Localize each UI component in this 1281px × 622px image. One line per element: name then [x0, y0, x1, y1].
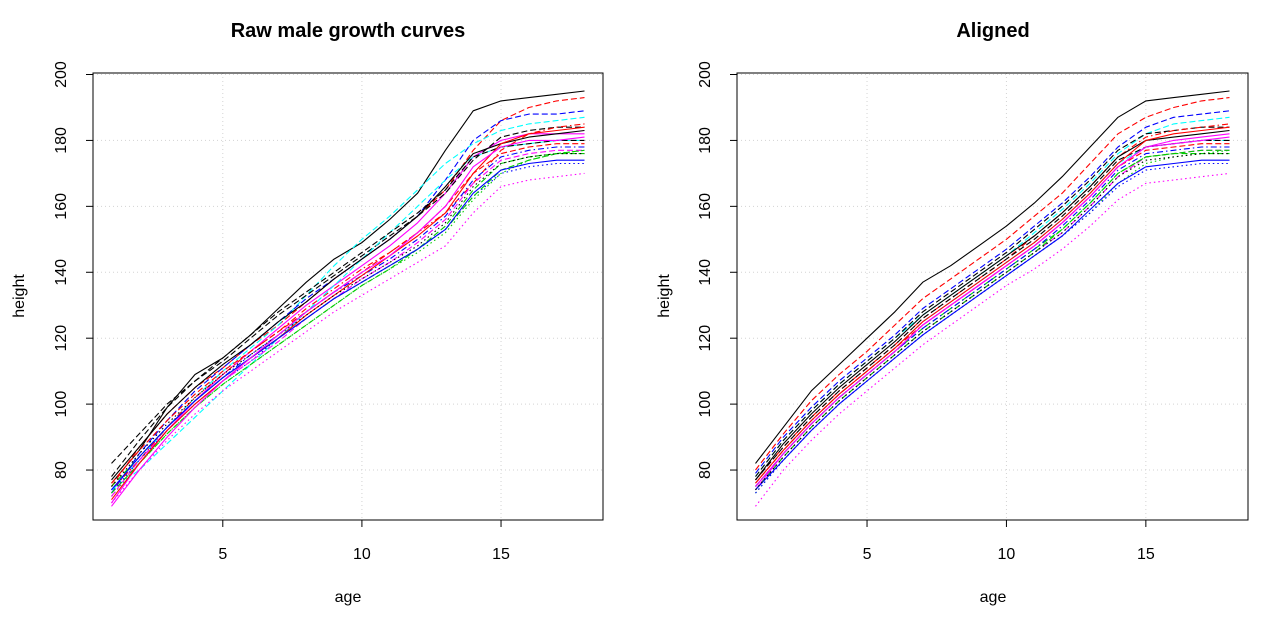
series-line-7 — [755, 126, 1230, 477]
plot-frame — [736, 72, 1249, 521]
y-axis: 80 100 120 140 160 180 200 — [53, 61, 93, 479]
series-group — [111, 90, 585, 507]
series-line-18 — [755, 149, 1230, 491]
series-line-14 — [755, 143, 1230, 484]
series-line-11 — [755, 149, 1230, 491]
y-tick-label: 80 — [697, 461, 714, 479]
panel-raw: Raw male growth curves 5 10 15 80 100 120 140… — [11, 20, 604, 606]
series-line-5 — [111, 133, 585, 504]
y-tick-label: 120 — [53, 325, 70, 352]
series-line-9 — [111, 139, 585, 491]
series-line-3 — [755, 116, 1230, 477]
series-line-18 — [111, 149, 585, 494]
series-line-11 — [111, 149, 585, 497]
series-line-6 — [755, 149, 1230, 494]
x-axis-label: age — [335, 589, 362, 606]
y-tick-label: 160 — [53, 193, 70, 220]
series-line-1 — [755, 90, 1230, 464]
series-line-19 — [111, 126, 585, 501]
series-line-10 — [111, 162, 585, 494]
y-tick-label: 180 — [53, 127, 70, 154]
series-group — [755, 90, 1230, 507]
x-axis-label: age — [980, 589, 1007, 606]
series-line-14 — [111, 143, 585, 484]
x-tick-label: 10 — [353, 546, 371, 563]
series-line-13 — [111, 129, 585, 481]
y-tick-label: 120 — [697, 325, 714, 352]
series-line-2 — [111, 97, 585, 487]
series-line-17 — [111, 139, 585, 477]
x-axis: 5 10 15 — [218, 520, 510, 563]
series-line-22 — [111, 136, 585, 507]
series-line-4 — [111, 110, 585, 494]
y-tick-label: 100 — [697, 391, 714, 418]
y-tick-label: 180 — [697, 127, 714, 154]
x-tick-label: 10 — [998, 546, 1016, 563]
y-tick-label: 200 — [53, 61, 70, 88]
y-axis-label: height — [11, 274, 28, 318]
series-line-19 — [755, 126, 1230, 484]
series-line-2 — [755, 97, 1230, 471]
series-line-21 — [111, 153, 585, 487]
y-axis: 80 100 120 140 160 180 200 — [697, 61, 737, 479]
y-tick-label: 200 — [697, 61, 714, 88]
x-tick-label: 5 — [863, 546, 872, 563]
plot-frame — [92, 72, 604, 521]
series-line-21 — [755, 153, 1230, 491]
series-line-8 — [111, 123, 585, 491]
x-tick-label: 5 — [218, 546, 227, 563]
series-line-12 — [755, 153, 1230, 487]
y-tick-label: 80 — [53, 461, 70, 479]
y-tick-label: 160 — [697, 193, 714, 220]
y-axis-label: height — [656, 274, 673, 318]
series-line-15 — [111, 146, 585, 491]
x-axis: 5 10 15 — [863, 520, 1155, 563]
series-line-20 — [111, 159, 585, 491]
series-line-15 — [755, 146, 1230, 487]
series-line-10 — [755, 162, 1230, 494]
series-line-16 — [111, 172, 585, 504]
series-line-22 — [755, 136, 1230, 487]
series-line-20 — [755, 159, 1230, 491]
series-line-9 — [755, 139, 1230, 484]
series-line-16 — [755, 172, 1230, 507]
series-line-8 — [755, 123, 1230, 481]
grid — [737, 73, 1248, 520]
series-line-5 — [755, 133, 1230, 491]
x-tick-label: 15 — [1137, 546, 1155, 563]
series-line-4 — [755, 110, 1230, 474]
series-line-1 — [111, 90, 585, 484]
y-tick-label: 140 — [53, 259, 70, 286]
series-line-12 — [111, 153, 585, 487]
x-tick-label: 15 — [492, 546, 510, 563]
series-line-13 — [755, 129, 1230, 481]
y-tick-label: 100 — [53, 391, 70, 418]
panel-aligned: Aligned 5 10 15 80 100 120 140 160 180 200 age h… — [656, 20, 1249, 606]
y-tick-label: 140 — [697, 259, 714, 286]
chart-title: Raw male growth curves — [231, 20, 466, 42]
grid — [93, 73, 603, 520]
series-line-17 — [755, 139, 1230, 481]
series-line-6 — [111, 149, 585, 497]
chart-title: Aligned — [956, 20, 1029, 42]
